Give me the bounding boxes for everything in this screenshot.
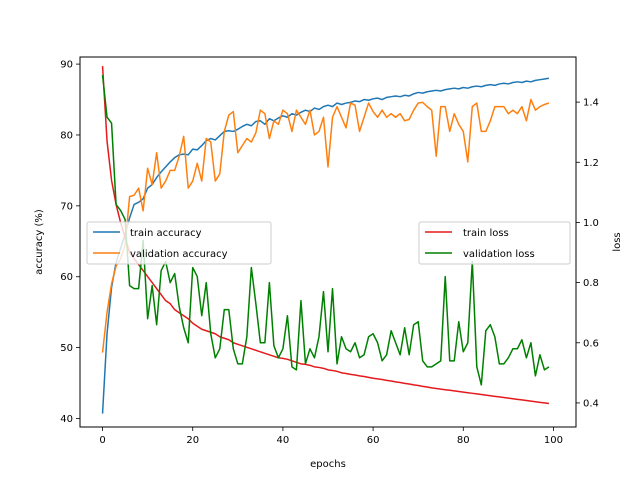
y-right-tick-label: 0.8 <box>583 278 599 289</box>
y-right-tick-label: 1.0 <box>583 218 599 229</box>
plot-frame <box>79 56 577 428</box>
y-left-tick-label: 40 <box>60 414 73 425</box>
y-left-tick-label: 70 <box>60 201 73 212</box>
series-line-train-accuracy <box>101 77 550 414</box>
series-line-validation-loss <box>101 74 550 386</box>
legend-left: train accuracy validation accuracy <box>86 221 272 265</box>
y-right-tick-label: 0.6 <box>583 338 599 349</box>
x-tick-label: 0 <box>99 435 105 446</box>
y-right-tick-label: 1.2 <box>583 158 599 169</box>
series-layer <box>101 65 550 414</box>
y-axis-label-left: accuracy (%) <box>34 209 45 275</box>
y-left-tick-label: 50 <box>60 343 73 354</box>
x-tick-label: 20 <box>186 435 199 446</box>
legend-right: train loss validation loss <box>418 221 571 265</box>
y-left-tick-label: 60 <box>60 272 73 283</box>
legend-validation-accuracy-label: validation accuracy <box>130 249 228 260</box>
y-right-tick-label: 1.4 <box>583 98 599 109</box>
legend-validation-loss-label: validation loss <box>463 249 535 260</box>
y-left-tick-label: 80 <box>60 130 73 141</box>
ticks-layer: 0 20 40 60 80 100 40 50 60 70 80 90 0.4 0.6 0.8 1.0 1.2 1… <box>60 60 599 446</box>
legend-right-box <box>418 221 571 265</box>
x-tick-label: 100 <box>544 435 563 446</box>
legend-train-loss-label: train loss <box>463 228 509 239</box>
y-left-tick-label: 90 <box>60 60 73 71</box>
series-line-train-loss <box>101 65 550 405</box>
x-tick-label: 80 <box>457 435 470 446</box>
y-axis-label-right: loss <box>612 232 623 251</box>
x-tick-label: 40 <box>277 435 290 446</box>
series-line-validation-accuracy <box>101 98 550 353</box>
legend-train-accuracy-label: train accuracy <box>130 228 202 239</box>
x-tick-label: 60 <box>367 435 380 446</box>
legend-left-box <box>86 221 272 265</box>
x-axis-label: epochs <box>310 459 346 470</box>
y-right-tick-label: 0.4 <box>583 398 599 409</box>
